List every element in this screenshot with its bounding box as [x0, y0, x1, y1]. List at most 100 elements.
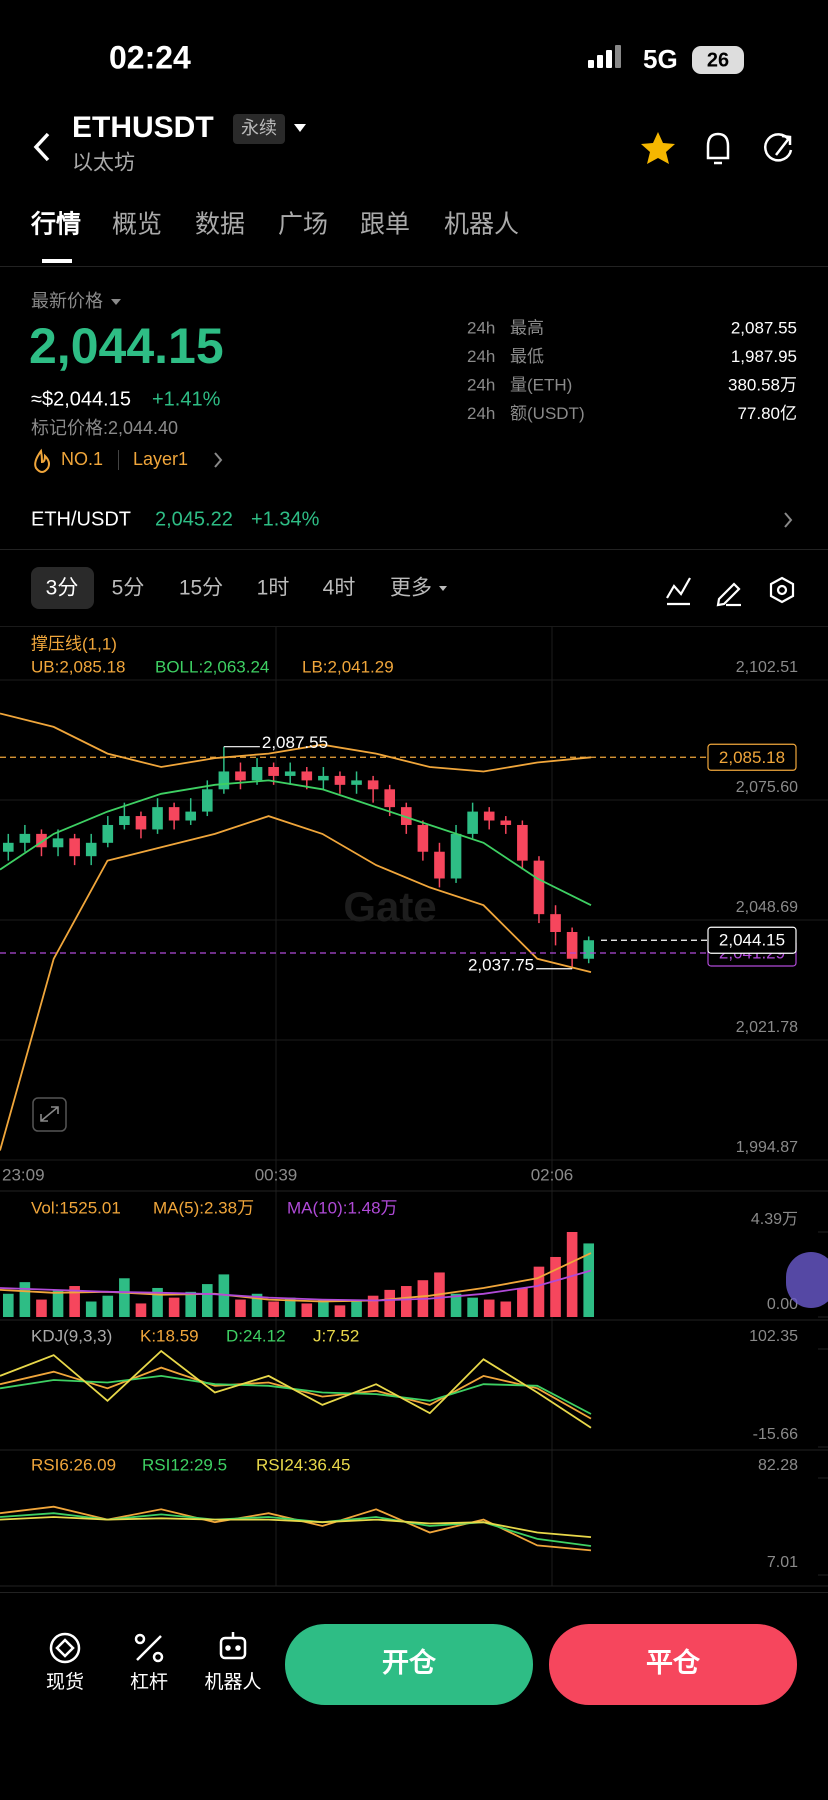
volume-bar: [367, 1295, 379, 1317]
y-tick-label: 102.35: [749, 1328, 798, 1345]
network-type: 5G: [643, 44, 678, 74]
bot-icon[interactable]: [219, 1632, 247, 1660]
floating-assistant[interactable]: [786, 1252, 828, 1308]
settings[interactable]: [769, 576, 795, 604]
more-dropdown[interactable]: [439, 586, 447, 591]
candle-body: [235, 771, 246, 781]
volume-bar: [218, 1274, 230, 1317]
favorite-star[interactable]: [641, 132, 675, 164]
tab[interactable]: 广场: [278, 211, 328, 239]
candle-body: [135, 816, 147, 830]
signal-icon: [588, 45, 621, 68]
indicator-title: Vol:1525.01: [31, 1198, 121, 1217]
nav-bot[interactable]: 机器人: [204, 1671, 261, 1693]
close-button[interactable]: [549, 1624, 797, 1705]
divider: [0, 266, 828, 267]
candle-body: [417, 824, 429, 852]
spot-change: +1.34%: [251, 508, 320, 530]
indicator-title: KDJ(9,3,3): [31, 1326, 112, 1345]
interval[interactable]: 15分: [179, 577, 223, 600]
indicator-tool[interactable]: [666, 577, 691, 606]
extreme-label: 2,037.75: [468, 955, 534, 974]
leverage-icon[interactable]: [134, 1633, 164, 1663]
y-tick-label: 0.00: [767, 1296, 798, 1313]
divider: [0, 626, 828, 627]
price-dropdown[interactable]: [111, 299, 121, 305]
x-tick-label: 00:39: [255, 1165, 298, 1184]
close-label: 平仓: [646, 1648, 701, 1678]
extreme-label: 2,087.55: [262, 733, 328, 752]
y-tick-label: -15.66: [753, 1426, 798, 1443]
interval[interactable]: 5分: [112, 577, 145, 600]
tab-indicator: [42, 259, 72, 263]
indicator-line: [0, 1374, 592, 1415]
volume-bar: [52, 1289, 64, 1317]
volume-bar: [301, 1303, 313, 1317]
tab[interactable]: 数据: [195, 211, 245, 239]
interval[interactable]: 4时: [323, 577, 356, 600]
volume-bar: [185, 1291, 197, 1317]
symbol-dropdown[interactable]: [294, 124, 306, 132]
legend-entry: J:7.52: [313, 1326, 359, 1345]
last-price: 2,044.15: [29, 318, 224, 374]
stat-period: 24h: [467, 318, 495, 337]
candle-body: [201, 789, 213, 812]
interval-bar: 3分 5分 15分 1时 4时 更多: [46, 577, 447, 600]
spot-arrow[interactable]: [784, 512, 793, 528]
interval[interactable]: 3分: [46, 577, 79, 600]
candle-body: [2, 842, 14, 852]
watermark: Gate: [343, 883, 436, 930]
spot-pair: ETH/USDT: [31, 508, 131, 530]
x-tick-label: 02:06: [531, 1165, 574, 1184]
spot-icon[interactable]: [49, 1632, 81, 1664]
sector-arrow[interactable]: [214, 452, 223, 468]
candle-body: [500, 820, 512, 825]
fullscreen-button[interactable]: [32, 1097, 67, 1132]
stat-period: 24h: [467, 404, 495, 423]
candle-body: [102, 824, 114, 843]
volume-bar: [583, 1243, 595, 1317]
y-tick-label: 2,021.78: [736, 1019, 798, 1036]
volume-bar: [19, 1282, 31, 1317]
stat-label: 最低: [510, 347, 544, 366]
back-button[interactable]: [33, 132, 50, 162]
candle-body: [36, 833, 47, 848]
contract-tag: 永续: [241, 118, 277, 138]
volume-bar: [201, 1284, 213, 1317]
interval[interactable]: 更多: [390, 577, 432, 600]
candle-body: [185, 811, 197, 821]
volume-bar: [500, 1301, 512, 1317]
volume-bar: [235, 1299, 246, 1317]
candle-body: [85, 842, 97, 857]
candle-body: [218, 771, 230, 790]
legend-entry: MA(10):1.48万: [287, 1198, 398, 1217]
volume-bar: [517, 1287, 528, 1317]
nav-leverage[interactable]: 杠杆: [130, 1671, 168, 1693]
mark-price: 标记价格:2,044.40: [31, 418, 178, 438]
indicator-line: [0, 1269, 592, 1302]
nav-spot[interactable]: 现货: [46, 1671, 84, 1693]
tab[interactable]: 跟单: [360, 211, 410, 239]
y-tick-label: 82.28: [758, 1457, 798, 1474]
alert-bell[interactable]: [706, 132, 730, 165]
stat-period: 24h: [467, 347, 495, 366]
indicator-line: [0, 712, 592, 773]
y-tick-label: 2,048.69: [736, 899, 798, 916]
tab[interactable]: 行情: [30, 211, 81, 239]
open-button[interactable]: [285, 1624, 533, 1705]
tab-bar: 行情 概览 数据 广场 跟单 机器人: [30, 211, 519, 239]
volume-bar: [334, 1305, 346, 1317]
draw-tool[interactable]: [716, 582, 741, 607]
tag-bg: [233, 114, 285, 144]
tab[interactable]: 概览: [112, 211, 162, 239]
candle-body: [583, 940, 595, 959]
volume-bar: [467, 1297, 478, 1317]
tab[interactable]: 机器人: [444, 211, 519, 239]
legend-entry: RSI6:26.09: [31, 1455, 116, 1474]
interval[interactable]: 1时: [257, 577, 290, 600]
volume-bar: [119, 1278, 130, 1317]
share-button[interactable]: [764, 133, 793, 162]
x-tick-label: 23:09: [2, 1165, 45, 1184]
